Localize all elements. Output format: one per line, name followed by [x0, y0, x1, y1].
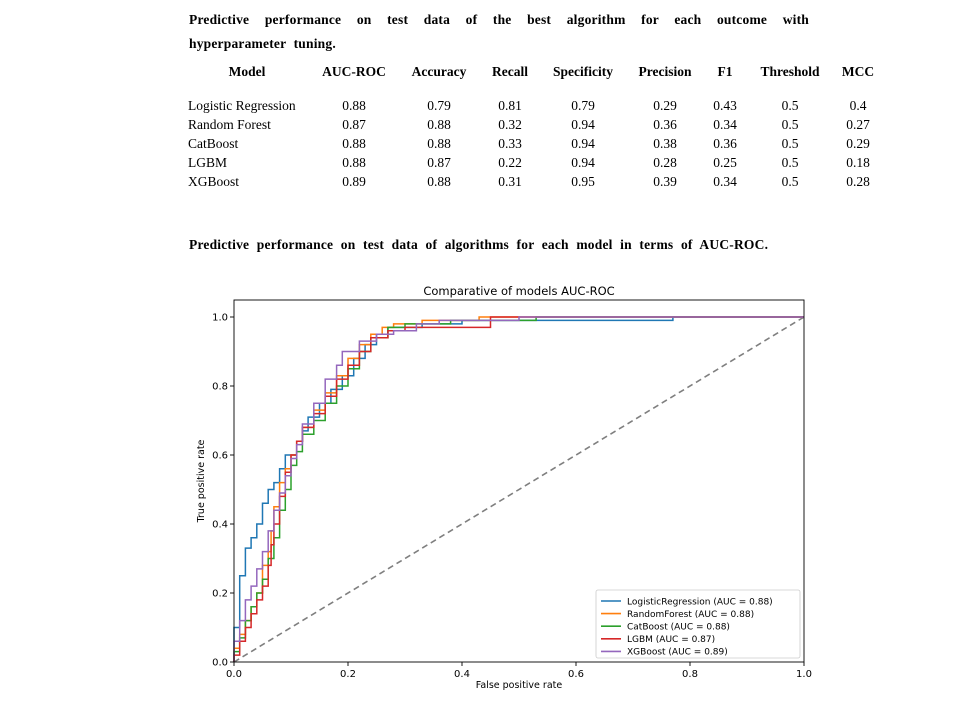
- column-header-mcc: MCC: [841, 64, 875, 79]
- column-header-precision: Precision: [638, 64, 692, 79]
- metric-cell: 0.87: [342, 116, 366, 132]
- column-header-specificity: Specificity: [553, 64, 613, 79]
- y-tick-label: 0.6: [212, 451, 228, 462]
- metric-cell: 0.28: [846, 173, 870, 189]
- metric-cell: 0.79: [571, 97, 595, 113]
- metric-cell: 0.87: [427, 154, 451, 170]
- x-tick-label: 0.2: [340, 669, 356, 680]
- figure-caption: Predictive performance on test data of a…: [189, 237, 769, 252]
- metric-cell: 0.34: [713, 116, 737, 132]
- metric-cell: 0.31: [498, 173, 522, 189]
- x-axis-label: False positive rate: [476, 680, 563, 691]
- column-header-recall: Recall: [492, 64, 528, 79]
- metric-cell: 0.5: [781, 154, 799, 170]
- metric-cell: 0.36: [653, 116, 677, 132]
- legend-label-3: CatBoost (AUC = 0.88): [627, 623, 730, 633]
- metric-cell: 0.81: [498, 97, 522, 113]
- metric-cell: 0.18: [846, 154, 870, 170]
- metric-cell: 0.88: [427, 135, 451, 151]
- metric-cell: 0.94: [571, 135, 595, 151]
- metric-cell: 0.94: [571, 154, 595, 170]
- column-header-auc-roc: AUC-ROC: [322, 64, 386, 79]
- metric-cell: 0.33: [498, 135, 522, 151]
- model-name-cell: Random Forest: [188, 116, 271, 132]
- metric-cell: 0.5: [781, 135, 799, 151]
- x-tick-label: 0.4: [454, 669, 470, 680]
- table-caption: Predictive performance on test data of t…: [189, 12, 809, 51]
- y-tick-label: 1.0: [212, 313, 228, 324]
- x-tick-label: 0.0: [226, 669, 242, 680]
- legend-label-2: RandomForest (AUC = 0.88): [627, 610, 754, 620]
- table-row: Random Forest 0.87 0.88 0.32 0.94 0.36 0.34 0.5…: [184, 115, 882, 134]
- legend-label-5: XGBoost (AUC = 0.89): [627, 648, 728, 658]
- metric-cell: 0.28: [653, 154, 677, 170]
- column-header-f1: F1: [717, 64, 733, 79]
- chart-title: Comparative of models AUC-ROC: [423, 284, 614, 298]
- model-name-cell: LGBM: [188, 154, 228, 170]
- legend-label-1: LogisticRegression (AUC = 0.88): [627, 597, 773, 607]
- reference-diagonal-line: [233, 316, 805, 663]
- column-header-model: Model: [228, 64, 266, 79]
- metric-cell: 0.88: [427, 173, 451, 189]
- table-row: Logistic Regression 0.88 0.79 0.81 0.79 0.29 0…: [184, 90, 882, 115]
- metric-cell: 0.95: [571, 173, 595, 189]
- table-row: CatBoost 0.88 0.88 0.33 0.94 0.38 0.36 0.5 0.29: [184, 134, 882, 153]
- y-tick-label: 0.4: [212, 520, 228, 531]
- metric-cell: 0.25: [713, 154, 737, 170]
- metric-cell: 0.88: [342, 154, 366, 170]
- column-header-accuracy: Accuracy: [411, 64, 467, 79]
- metric-cell: 0.38: [653, 135, 677, 151]
- model-name-cell: XGBoost: [188, 173, 240, 189]
- metric-cell: 0.5: [781, 97, 799, 113]
- metric-cell: 0.39: [653, 173, 677, 189]
- metric-cell: 0.88: [342, 135, 366, 151]
- metric-cell: 0.36: [713, 135, 737, 151]
- metric-cell: 0.29: [653, 97, 677, 113]
- metric-cell: 0.22: [498, 154, 522, 170]
- metric-cell: 0.89: [342, 173, 366, 189]
- table-row: LGBM 0.88 0.87 0.22 0.94 0.28 0.25 0.5 0.18: [184, 153, 882, 172]
- metric-cell: 0.88: [342, 97, 366, 113]
- metric-cell: 0.32: [498, 116, 522, 132]
- legend-box: [595, 589, 801, 659]
- legend-label-4: LGBM (AUC = 0.87): [627, 635, 715, 645]
- metric-cell: 0.88: [427, 116, 451, 132]
- performance-table: Model AUC-ROC Accuracy Recall Specificity Pre…: [184, 64, 882, 191]
- model-name-cell: CatBoost: [188, 135, 239, 151]
- y-tick-label: 0.2: [212, 589, 228, 600]
- metric-cell: 0.5: [781, 173, 799, 189]
- metric-cell: 0.43: [713, 97, 737, 113]
- metric-cell: 0.34: [713, 173, 737, 189]
- model-name-cell: Logistic Regression: [188, 97, 296, 113]
- plot-frame: [233, 299, 805, 663]
- metric-cell: 0.4: [849, 97, 867, 113]
- metric-cell: 0.5: [781, 116, 799, 132]
- metric-cell: 0.79: [427, 97, 451, 113]
- column-header-threshold: Threshold: [760, 64, 820, 79]
- metric-cell: 0.29: [846, 135, 870, 151]
- series-line-5: [233, 316, 804, 662]
- x-tick-label: 0.6: [568, 669, 584, 680]
- x-tick-label: 0.8: [682, 669, 698, 680]
- metric-cell: 0.27: [846, 116, 870, 132]
- table-header-row: Model AUC-ROC Accuracy Recall Specificity Pre…: [184, 64, 882, 90]
- table-body: Logistic Regression 0.88 0.79 0.81 0.79 0.29 0…: [184, 90, 882, 191]
- x-tick-label: 1.0: [796, 669, 812, 680]
- y-tick-label: 0.8: [212, 382, 228, 393]
- y-axis-label: True positive rate: [196, 439, 207, 523]
- table-row: XGBoost 0.89 0.88 0.31 0.95 0.39 0.34 0.5 0.28: [184, 172, 882, 191]
- y-tick-label: 0.0: [212, 658, 228, 669]
- chart-root: Comparative of models AUC-ROC 0.0 0.2 0.4 0.…: [196, 284, 812, 691]
- metric-cell: 0.94: [571, 116, 595, 132]
